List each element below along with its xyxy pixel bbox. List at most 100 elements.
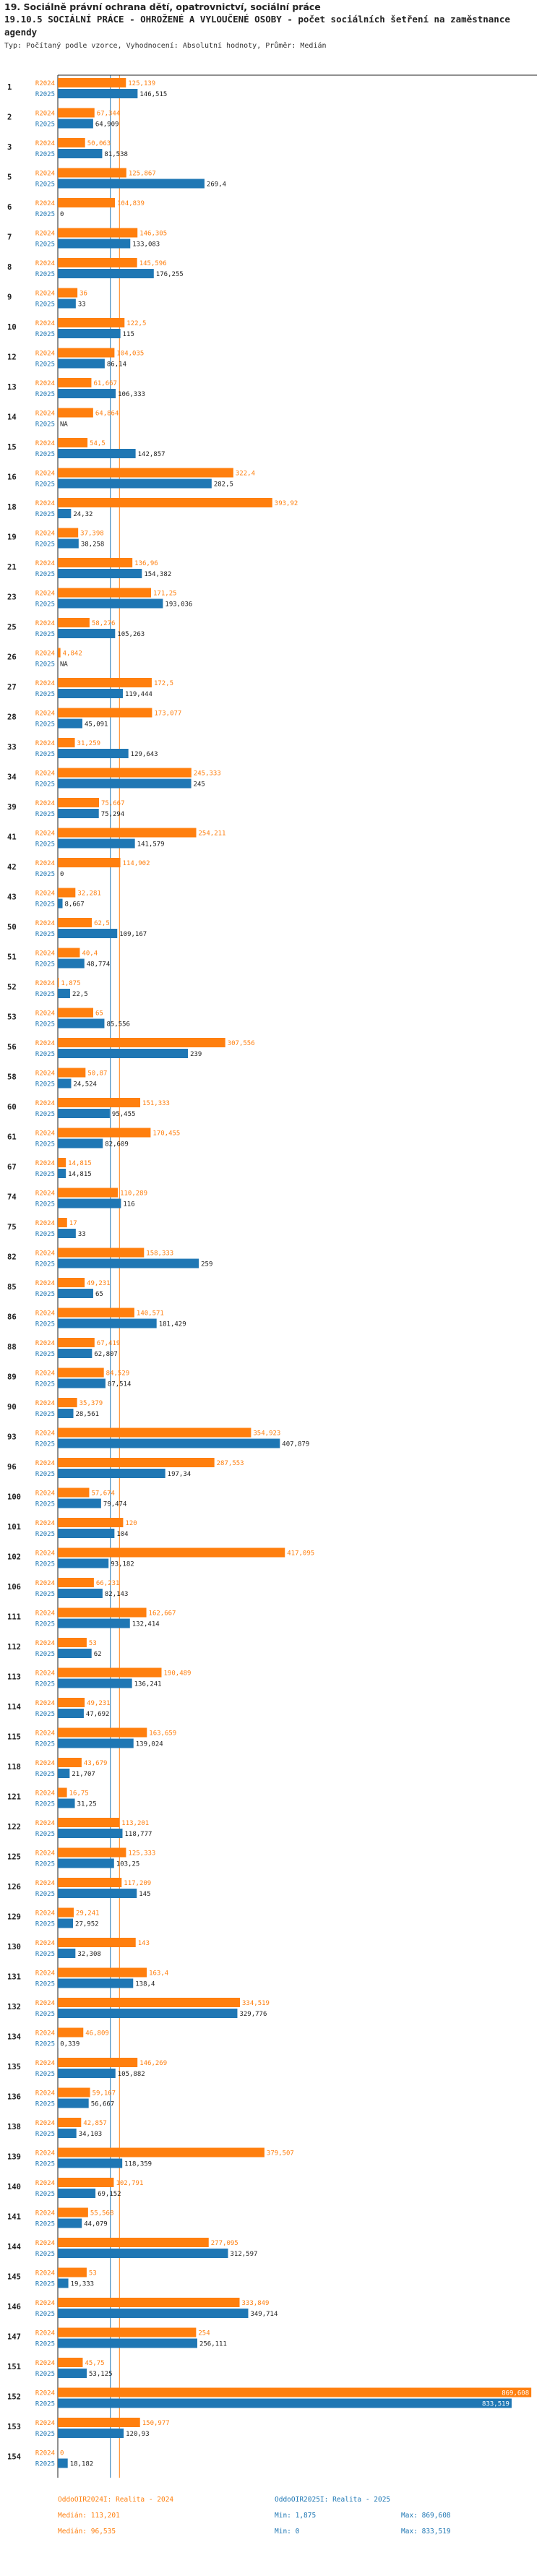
bar-r2025 bbox=[58, 2158, 123, 2168]
value-label-r2025: 119,444 bbox=[125, 691, 152, 698]
value-label-r2025: 33 bbox=[78, 301, 86, 309]
value-label-r2024: 104,035 bbox=[116, 351, 144, 358]
value-label-r2024: 145,596 bbox=[139, 260, 167, 267]
value-label-r2024: 36 bbox=[79, 291, 87, 298]
bar-r2024 bbox=[58, 1938, 136, 1947]
bar-r2025 bbox=[58, 1649, 92, 1658]
bar-r2025 bbox=[58, 2338, 197, 2348]
value-label-r2024: 113,201 bbox=[121, 1820, 149, 1827]
category-label: 18 bbox=[7, 503, 17, 512]
bar-r2024 bbox=[58, 588, 152, 598]
value-label-r2024: 14,815 bbox=[68, 1160, 92, 1167]
series-label-r2025: R2025 bbox=[35, 1711, 55, 1718]
value-label-r2025: 21,707 bbox=[72, 1771, 95, 1778]
value-label-r2025: 82,143 bbox=[105, 1591, 129, 1598]
bar-r2024 bbox=[58, 108, 95, 118]
bar-r2025 bbox=[58, 629, 116, 638]
bar-r2024 bbox=[58, 948, 80, 958]
bar-r2025 bbox=[58, 1589, 103, 1598]
category-label: 151 bbox=[7, 2363, 21, 2371]
category-label: 50 bbox=[7, 923, 17, 932]
series-label-r2024: R2024 bbox=[35, 2300, 55, 2307]
category-label: 141 bbox=[7, 2213, 21, 2222]
series-label-r2024: R2024 bbox=[35, 890, 55, 898]
series-label-r2024: R2024 bbox=[35, 411, 55, 418]
bar-r2025 bbox=[58, 1349, 93, 1358]
value-label-r2025: 105,882 bbox=[118, 2071, 145, 2078]
bar-r2024 bbox=[58, 2058, 138, 2067]
value-label-r2024: 31,259 bbox=[77, 740, 101, 747]
bar-r2025 bbox=[58, 1198, 121, 1208]
series-label-r2024: R2024 bbox=[35, 1280, 55, 1287]
category-label: 154 bbox=[7, 2453, 21, 2462]
category-label: 61 bbox=[7, 1133, 17, 1142]
series-label-r2024: R2024 bbox=[35, 830, 55, 838]
bar-r2025 bbox=[58, 958, 85, 969]
category-label: 5 bbox=[7, 173, 12, 182]
category-label: 132 bbox=[7, 2003, 21, 2012]
value-label-r2025: 142,857 bbox=[138, 451, 165, 458]
bar-r2024 bbox=[58, 1128, 151, 1138]
legend-median-2024: Medián: 113,201 bbox=[58, 2511, 120, 2520]
series-label-r2025: R2025 bbox=[35, 871, 55, 878]
series-label-r2025: R2025 bbox=[35, 181, 55, 189]
series-label-r2025: R2025 bbox=[35, 1981, 55, 1988]
bar-r2024 bbox=[58, 78, 126, 87]
value-label-r2025: 104 bbox=[116, 1531, 128, 1538]
value-label-r2025: 132,414 bbox=[132, 1621, 160, 1628]
value-label-r2024: 151,333 bbox=[142, 1100, 170, 1107]
series-label-r2024: R2024 bbox=[35, 1700, 55, 1707]
bar-r2024 bbox=[58, 1698, 85, 1707]
category-label: 88 bbox=[7, 1343, 17, 1352]
value-label-r2025: 27,952 bbox=[75, 1921, 99, 1928]
bar-r2025 bbox=[58, 2189, 96, 2198]
series-label-r2025: R2025 bbox=[35, 2431, 55, 2438]
bar-r2024 bbox=[58, 1427, 251, 1438]
category-label: 118 bbox=[7, 1763, 21, 1772]
bar-r2025 bbox=[58, 1378, 106, 1388]
bar-r2024 bbox=[58, 1338, 95, 1347]
bar-r2025 bbox=[58, 119, 93, 129]
series-label-r2025: R2025 bbox=[35, 2221, 55, 2228]
series-label-r2024: R2024 bbox=[35, 651, 55, 658]
value-label-r2025: 44,079 bbox=[84, 2221, 108, 2228]
category-label: 111 bbox=[7, 1613, 21, 1622]
series-label-r2024: R2024 bbox=[35, 1970, 55, 1978]
bar-r2025 bbox=[58, 359, 105, 369]
series-label-r2025: R2025 bbox=[35, 961, 55, 969]
bar-r2024 bbox=[58, 2027, 84, 2038]
value-label-r2024: 53 bbox=[89, 2270, 97, 2277]
category-label: 134 bbox=[7, 2033, 21, 2042]
series-label-r2024: R2024 bbox=[35, 2420, 55, 2427]
value-label-r2025: 239 bbox=[190, 1051, 202, 1058]
series-label-r2024: R2024 bbox=[35, 770, 55, 778]
bar-r2025 bbox=[58, 1949, 76, 1958]
value-label-r2024: 64,864 bbox=[95, 411, 119, 418]
value-label-r2024: 4,842 bbox=[63, 651, 82, 658]
bar-r2024 bbox=[58, 2418, 140, 2427]
category-label: 3 bbox=[7, 143, 12, 152]
value-label-r2025: 62 bbox=[94, 1651, 102, 1658]
bar-r2025 bbox=[58, 299, 76, 309]
value-label-r2024: 17 bbox=[69, 1220, 77, 1227]
series-label-r2025: R2025 bbox=[35, 2071, 55, 2078]
bar-r2024 bbox=[58, 258, 137, 267]
legend-max-2025: Max: 833,519 bbox=[401, 2527, 451, 2536]
category-label: 112 bbox=[7, 1643, 21, 1652]
legend-median-2025: Medián: 96,535 bbox=[58, 2527, 116, 2536]
category-label: 152 bbox=[7, 2393, 21, 2402]
category-label: 33 bbox=[7, 743, 17, 752]
value-label-r2024: 65 bbox=[95, 1010, 103, 1018]
series-label-r2025: R2025 bbox=[35, 1741, 55, 1748]
bar-r2025 bbox=[58, 1498, 101, 1508]
category-label: 126 bbox=[7, 1883, 21, 1892]
bar-r2024 bbox=[58, 1727, 147, 1738]
series-label-r2024: R2024 bbox=[35, 1820, 55, 1827]
bar-r2025 bbox=[58, 1169, 66, 1178]
series-label-r2024: R2024 bbox=[35, 2000, 55, 2007]
bar-r2025 bbox=[58, 389, 116, 398]
value-label-r2024: 277,095 bbox=[211, 2240, 238, 2247]
series-label-r2025: R2025 bbox=[35, 1171, 55, 1178]
value-label-r2024: 254,211 bbox=[199, 830, 226, 838]
bar-r2025 bbox=[58, 838, 135, 849]
